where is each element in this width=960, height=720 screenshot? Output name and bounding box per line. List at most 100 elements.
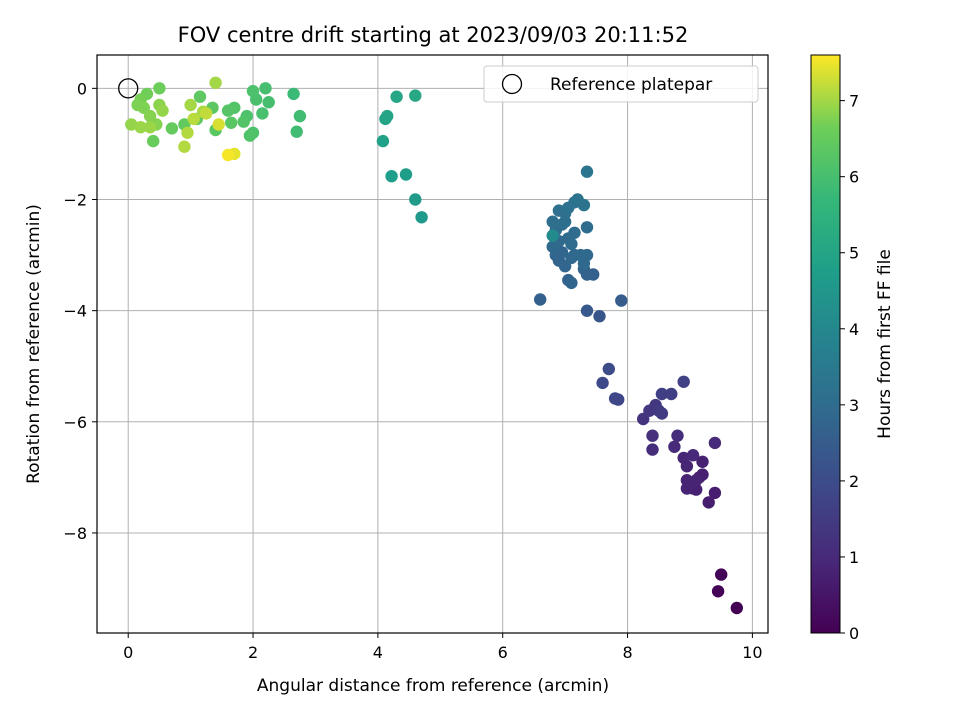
data-point — [646, 429, 659, 442]
y-axis-ticks: 0 −2 −4 −6 −8 — [63, 79, 97, 543]
colorbar: 0 1 2 3 4 5 6 7 Hours from first FF file — [810, 54, 895, 643]
colorbar-tick-label: 5 — [849, 244, 859, 263]
data-point — [165, 122, 179, 135]
data-point — [243, 129, 257, 142]
data-point — [711, 585, 725, 598]
colorbar-tick-label: 2 — [849, 472, 859, 491]
data-point — [580, 165, 594, 178]
grid — [97, 55, 768, 633]
plot-frame — [96, 54, 769, 634]
data-point — [390, 90, 403, 103]
data-point — [181, 126, 194, 139]
data-point — [293, 109, 307, 123]
data-point — [580, 304, 594, 317]
colorbar-tick-label: 0 — [849, 624, 859, 643]
data-point — [147, 134, 160, 148]
data-point — [593, 310, 606, 323]
colorbar-tick-label: 4 — [849, 320, 859, 339]
data-point — [565, 237, 578, 251]
data-point — [143, 121, 157, 134]
data-point — [690, 483, 703, 496]
y-tick-label: −6 — [63, 413, 87, 432]
data-point — [184, 98, 197, 112]
legend-box — [483, 65, 759, 103]
data-point — [193, 90, 207, 103]
data-point — [200, 107, 213, 120]
data-point — [125, 118, 138, 131]
data-point — [602, 362, 615, 376]
x-axis-ticks: 0 2 4 6 8 10 — [123, 633, 763, 662]
data-point — [225, 116, 238, 129]
data-point — [153, 82, 166, 95]
data-point — [546, 215, 559, 228]
data-point — [259, 82, 272, 95]
data-point — [546, 229, 559, 242]
data-point — [580, 221, 594, 234]
data-point — [290, 125, 303, 138]
data-point — [178, 140, 191, 153]
data-point — [608, 392, 622, 405]
data-point — [555, 246, 569, 259]
data-point — [577, 198, 591, 212]
data-point — [715, 568, 728, 581]
y-tick-label: −8 — [63, 524, 87, 543]
y-tick-label: −4 — [63, 302, 87, 321]
x-tick-label: 6 — [498, 643, 508, 662]
x-tick-label: 0 — [123, 643, 133, 662]
data-point — [730, 601, 743, 615]
data-point — [134, 121, 147, 134]
data-point — [680, 460, 694, 473]
colorbar-tick-label: 1 — [849, 548, 859, 567]
data-point — [415, 211, 428, 224]
data-point — [221, 104, 235, 117]
data-point — [409, 193, 422, 206]
data-point — [262, 96, 275, 109]
x-tick-label: 4 — [373, 643, 383, 662]
data-point — [680, 474, 694, 487]
data-point — [381, 109, 394, 123]
data-point — [665, 387, 678, 401]
data-point — [534, 293, 547, 306]
data-point — [702, 496, 715, 509]
data-point — [376, 134, 390, 148]
colorbar-gradient — [810, 54, 841, 634]
data-point — [668, 440, 681, 453]
colorbar-tick-label: 6 — [849, 168, 859, 187]
y-tick-label: 0 — [77, 79, 87, 98]
data-point — [131, 98, 144, 112]
data-point — [409, 89, 422, 102]
y-axis-label: Rotation from reference (arcmin) — [24, 204, 44, 484]
data-point — [156, 104, 169, 117]
reference-marker — [118, 78, 139, 99]
colorbar-ticks: 0 1 2 3 4 5 6 7 — [840, 92, 859, 643]
data-point — [646, 443, 659, 456]
data-point — [209, 76, 222, 90]
data-point — [677, 375, 690, 388]
x-tick-label: 2 — [248, 643, 258, 662]
data-point — [671, 429, 684, 442]
colorbar-label: Hours from first FF file — [875, 249, 895, 439]
x-tick-label: 8 — [622, 643, 632, 662]
chart-title: FOV centre drift starting at 2023/09/03 … — [178, 23, 689, 47]
data-point — [615, 294, 628, 307]
data-point — [187, 112, 200, 126]
data-point — [696, 455, 709, 468]
colorbar-tick-label: 7 — [849, 92, 859, 111]
legend-reference-marker — [501, 73, 523, 95]
data-point — [246, 84, 260, 98]
data-point — [690, 474, 703, 487]
data-point — [399, 168, 413, 181]
data-point — [596, 376, 609, 390]
data-point — [256, 107, 269, 120]
data-point — [708, 486, 722, 500]
legend: Reference platepar — [483, 65, 759, 103]
data-point — [568, 226, 581, 239]
x-axis-label: Angular distance from reference (arcmin) — [257, 676, 609, 696]
legend-label: Reference platepar — [550, 75, 712, 95]
data-point — [237, 115, 250, 128]
data-point — [385, 170, 398, 183]
data-point — [565, 276, 578, 290]
data-point — [577, 257, 591, 270]
data-points — [125, 76, 743, 615]
